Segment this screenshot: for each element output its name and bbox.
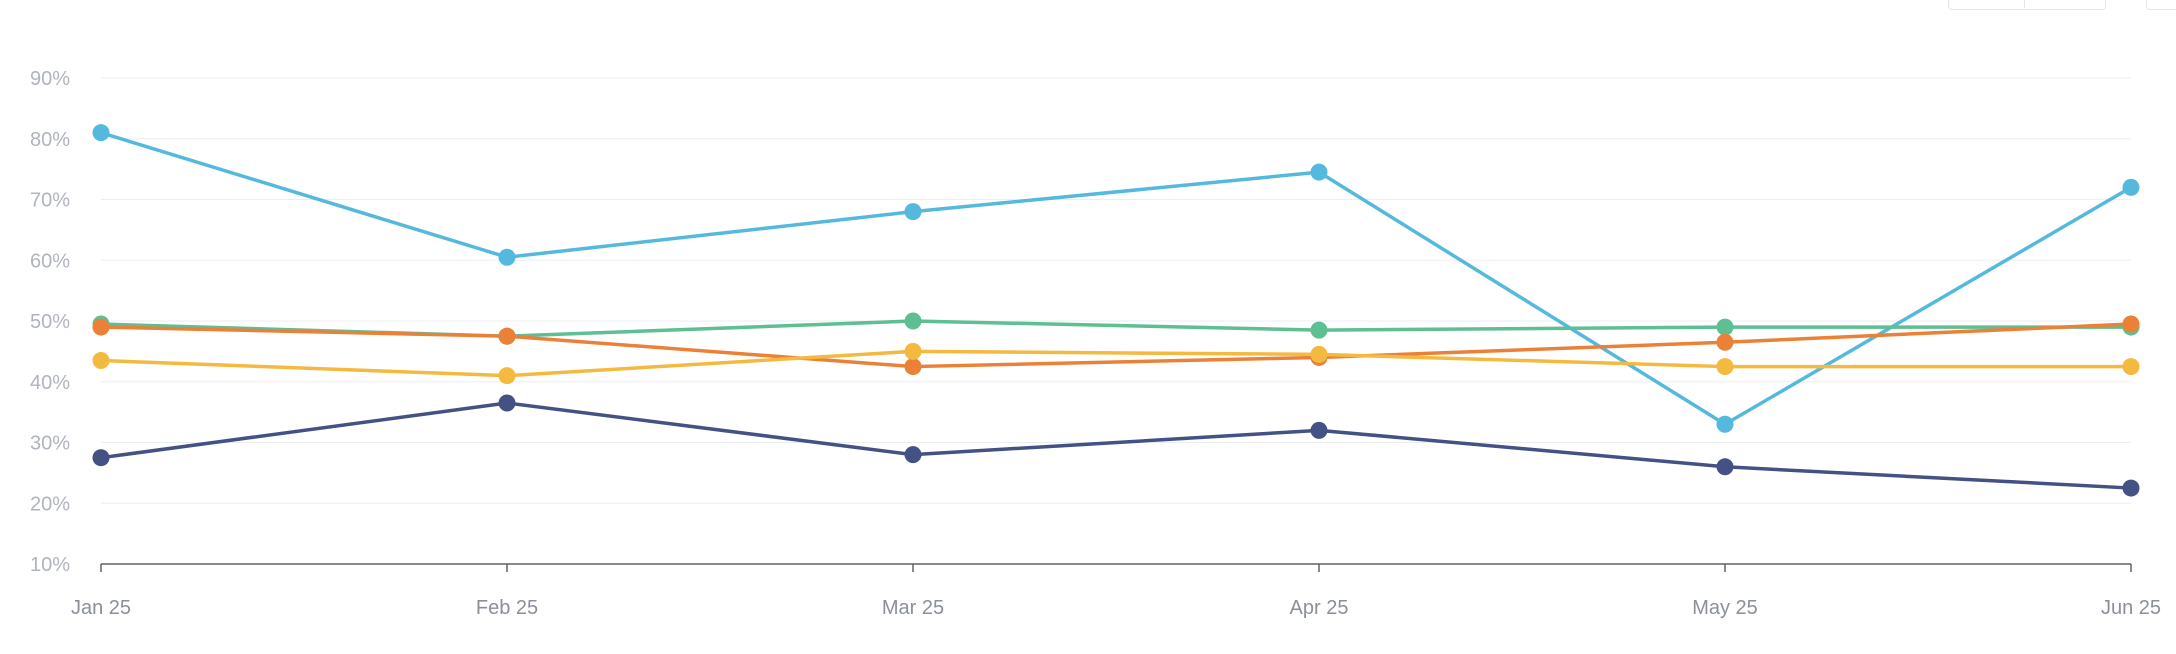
chart-toolbar-buttons[interactable] <box>1948 0 2106 10</box>
data-point-series-2[interactable] <box>1310 321 1328 339</box>
y-tick-label: 90% <box>30 68 70 90</box>
series-line-4 <box>99 349 2133 378</box>
data-point-series-3[interactable] <box>904 358 922 376</box>
data-point-series-4[interactable] <box>498 367 516 385</box>
series-lines <box>99 130 2133 490</box>
data-point-series-1[interactable] <box>1310 163 1328 181</box>
y-axis: 10% 20% 30% 40% 50% 60% 70% 80% 90% <box>30 68 70 576</box>
gridlines <box>101 77 2131 504</box>
data-point-series-4[interactable] <box>2122 358 2140 376</box>
series-line-5 <box>99 401 2133 490</box>
chart-toolbar-button-divider <box>2024 0 2025 8</box>
y-tick-label: 50% <box>30 311 70 333</box>
series-points <box>92 124 2140 497</box>
data-point-series-1[interactable] <box>904 203 922 221</box>
series-line-3 <box>99 322 2133 369</box>
data-point-series-1[interactable] <box>92 124 110 142</box>
data-point-series-2[interactable] <box>1716 318 1734 336</box>
data-point-series-1[interactable] <box>2122 178 2140 196</box>
data-point-series-1[interactable] <box>1716 415 1734 433</box>
data-point-series-4[interactable] <box>1716 358 1734 376</box>
x-tick-label: Apr 25 <box>1290 597 1349 619</box>
data-point-series-3[interactable] <box>1716 333 1734 351</box>
y-tick-label: 40% <box>30 372 70 394</box>
data-point-series-4[interactable] <box>1310 345 1328 363</box>
y-tick-label: 80% <box>30 129 70 151</box>
data-point-series-1[interactable] <box>498 248 516 266</box>
x-tick-label: Jan 25 <box>71 597 131 619</box>
x-tick-label: May 25 <box>1692 597 1758 619</box>
y-tick-label: 60% <box>30 250 70 272</box>
x-tick-label: Feb 25 <box>476 597 538 619</box>
data-point-series-3[interactable] <box>498 327 516 345</box>
data-point-series-5[interactable] <box>1310 421 1328 439</box>
data-point-series-4[interactable] <box>904 342 922 360</box>
data-point-series-5[interactable] <box>1716 458 1734 476</box>
y-tick-label: 20% <box>30 493 70 515</box>
data-point-series-5[interactable] <box>498 394 516 412</box>
data-point-series-5[interactable] <box>2122 479 2140 497</box>
x-tick-label: Mar 25 <box>882 597 944 619</box>
data-point-series-3[interactable] <box>2122 315 2140 333</box>
data-point-series-5[interactable] <box>904 446 922 464</box>
chart-menu-button[interactable] <box>2146 0 2176 10</box>
data-point-series-4[interactable] <box>92 351 110 369</box>
data-point-series-3[interactable] <box>92 318 110 336</box>
y-tick-label: 70% <box>30 190 70 212</box>
y-tick-label: 10% <box>30 554 70 576</box>
y-tick-label: 30% <box>30 433 70 455</box>
series-line-1 <box>99 130 2133 427</box>
x-tick-label: Jun 25 <box>2101 597 2161 619</box>
data-point-series-2[interactable] <box>904 312 922 330</box>
data-point-series-5[interactable] <box>92 449 110 467</box>
x-axis: Jan 25 Feb 25 Mar 25 Apr 25 May 25 Jun 25 <box>71 563 2161 619</box>
